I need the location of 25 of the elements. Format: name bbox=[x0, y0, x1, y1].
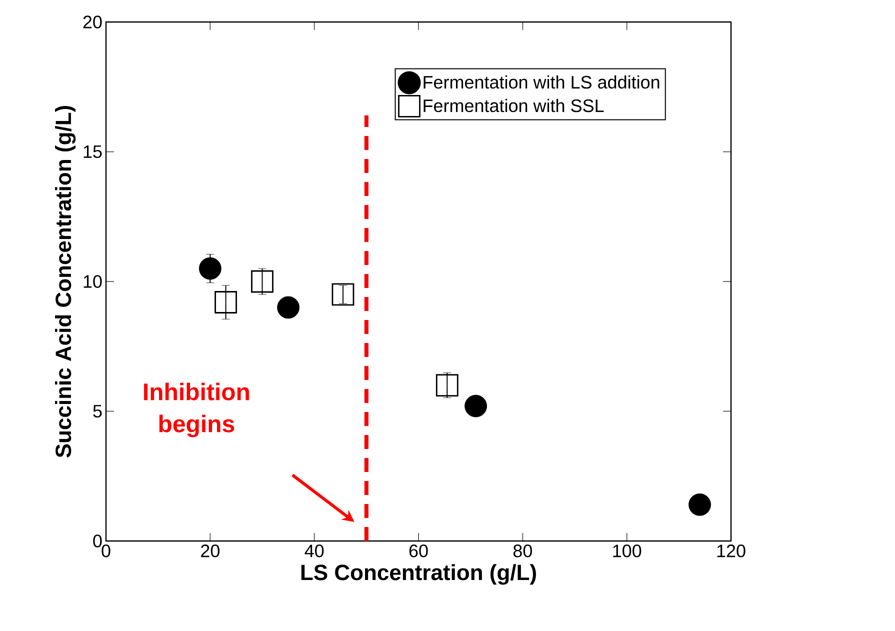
point bbox=[464, 394, 487, 418]
point bbox=[436, 374, 458, 396]
x-tick-label: 120 bbox=[717, 544, 746, 558]
y-tick-label: 15 bbox=[84, 145, 102, 158]
x-tick-label: 60 bbox=[409, 544, 428, 558]
point bbox=[277, 296, 300, 319]
x-tick-label: 80 bbox=[513, 544, 532, 558]
legend-label: Fermentation with SSL bbox=[424, 98, 604, 112]
x-axis-title: LS Concentration (g/L) bbox=[301, 564, 536, 585]
ref-line-label: Inhibition begins bbox=[144, 382, 249, 438]
y-tick-label: 0 bbox=[93, 534, 102, 548]
x-tick-label: 40 bbox=[304, 544, 324, 558]
x-tick-label: 0 bbox=[102, 544, 110, 558]
point bbox=[688, 493, 711, 516]
point bbox=[198, 257, 222, 280]
point bbox=[214, 291, 237, 314]
y-tick-label: 5 bbox=[93, 404, 102, 418]
x-tick-label: 20 bbox=[201, 544, 220, 558]
x-tick-label: 100 bbox=[613, 544, 642, 558]
y-tick-label: 20 bbox=[83, 16, 102, 28]
y-axis-title: Succinic Acid Concentration (g/L) bbox=[55, 106, 76, 458]
legend-label: Fermentation with LS addition bbox=[424, 75, 660, 89]
point bbox=[332, 283, 354, 306]
point bbox=[251, 270, 274, 293]
y-tick-label: 10 bbox=[84, 275, 102, 288]
